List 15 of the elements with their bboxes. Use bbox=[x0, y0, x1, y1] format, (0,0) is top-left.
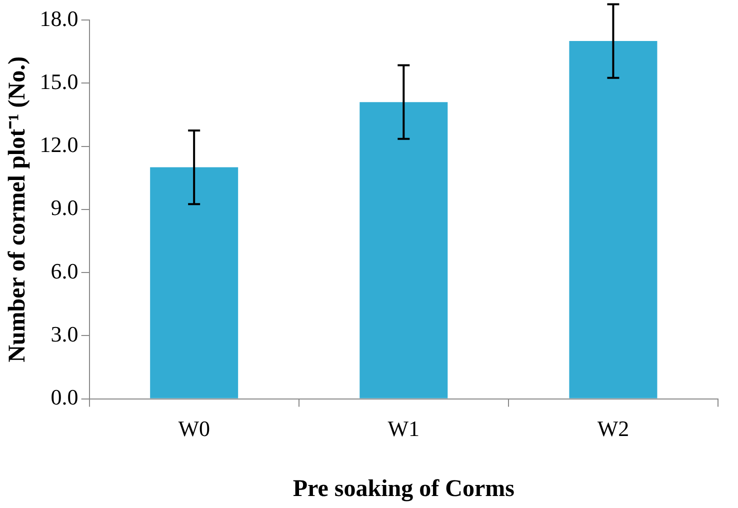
y-tick-label: 15.0 bbox=[40, 68, 78, 94]
y-tick-label: 0.0 bbox=[50, 384, 78, 410]
x-axis-title: Pre soaking of Corms bbox=[292, 476, 514, 502]
y-tick-label: 3.0 bbox=[50, 321, 78, 346]
y-tick-label: 9.0 bbox=[50, 195, 78, 220]
y-tick-label: 6.0 bbox=[50, 258, 78, 284]
x-tick-label: W0 bbox=[178, 416, 210, 441]
bar bbox=[360, 102, 448, 398]
bar bbox=[569, 41, 658, 398]
y-tick-label: 18.0 bbox=[40, 6, 78, 31]
bar bbox=[150, 167, 238, 398]
x-tick-label: W2 bbox=[597, 416, 630, 441]
y-tick-label: 12.0 bbox=[40, 132, 78, 158]
y-axis-title: Number of cormel plot⁻¹ (No.) bbox=[4, 56, 31, 362]
x-tick-label: W1 bbox=[388, 416, 420, 441]
